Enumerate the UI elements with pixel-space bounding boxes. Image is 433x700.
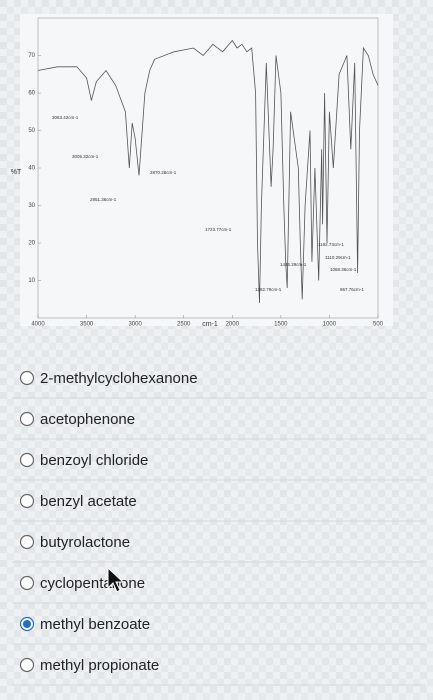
peak-annotation: 1182.73cm-1 <box>318 242 344 247</box>
y-tick-label: 10 <box>28 278 35 284</box>
radio[interactable] <box>19 452 35 468</box>
option-label[interactable]: butyrolactone <box>40 534 130 551</box>
peak-annotation: 2951.36cm-1 <box>90 197 117 202</box>
option-label[interactable]: benzoyl chloride <box>40 452 148 469</box>
option[interactable]: methyl propionate <box>19 657 160 674</box>
option-label[interactable]: benzyl acetate <box>40 493 137 510</box>
option[interactable]: methyl benzoate <box>19 616 151 633</box>
y-tick-label: 20 <box>28 241 35 247</box>
peak-annotation: 1446.29cm-1 <box>280 262 307 267</box>
peak-annotation: 967.76cm-1 <box>340 287 364 292</box>
cursor <box>107 566 125 593</box>
option[interactable]: benzyl acetate <box>19 493 137 510</box>
option-label[interactable]: acetophenone <box>40 411 135 428</box>
y-tick-label: 40 <box>28 166 35 172</box>
radio[interactable] <box>19 411 35 427</box>
radio[interactable] <box>19 575 35 591</box>
x-tick-label: 500 <box>373 322 384 328</box>
peak-annotation: 1068.36cm-1 <box>330 267 357 272</box>
peak-annotation: 1282.79cm-1 <box>255 287 282 292</box>
peak-annotation: 1110.29cm-1 <box>325 255 351 260</box>
option-label[interactable]: methyl propionate <box>40 657 159 674</box>
option[interactable]: cyclopentanone <box>19 575 146 592</box>
option[interactable]: butyrolactone <box>19 534 131 551</box>
y-axis-label: %T <box>11 169 22 176</box>
x-tick-label: 3500 <box>80 322 94 328</box>
radio[interactable] <box>19 657 35 673</box>
option[interactable]: acetophenone <box>19 411 136 428</box>
y-tick-label: 30 <box>28 203 35 209</box>
peak-annotation: 1723.77cm-1 <box>205 227 232 232</box>
peak-annotation: 3063.42cm-1 <box>52 115 79 120</box>
option[interactable]: 2-methylcyclohexanone <box>19 370 198 387</box>
option-label[interactable]: 2-methylcyclohexanone <box>40 370 198 387</box>
y-tick-label: 70 <box>28 53 35 59</box>
y-tick-label: 50 <box>28 128 35 134</box>
x-tick-label: 2500 <box>177 322 191 328</box>
radio-dot <box>23 620 31 628</box>
option[interactable]: benzoyl chloride <box>19 452 149 469</box>
option-label[interactable]: methyl benzoate <box>40 616 150 633</box>
x-tick-label: 1500 <box>274 322 288 328</box>
x-tick-label: 1000 <box>323 322 337 328</box>
x-tick-label: 4000 <box>31 322 45 328</box>
y-tick-label: 60 <box>28 91 35 97</box>
radio[interactable] <box>19 493 35 509</box>
option-label[interactable]: cyclopentanone <box>40 575 145 592</box>
radio[interactable] <box>19 370 35 386</box>
peak-annotation: 2870.28cm-1 <box>150 170 177 175</box>
x-tick-label: 2000 <box>226 322 240 328</box>
peak-annotation: 3005.32cm-1 <box>72 154 99 159</box>
x-axis-label: cm-1 <box>202 321 218 328</box>
spectrum-line <box>37 39 379 304</box>
radio[interactable] <box>19 534 35 550</box>
spectrum-image <box>20 14 393 326</box>
x-tick-label: 3000 <box>128 322 142 328</box>
